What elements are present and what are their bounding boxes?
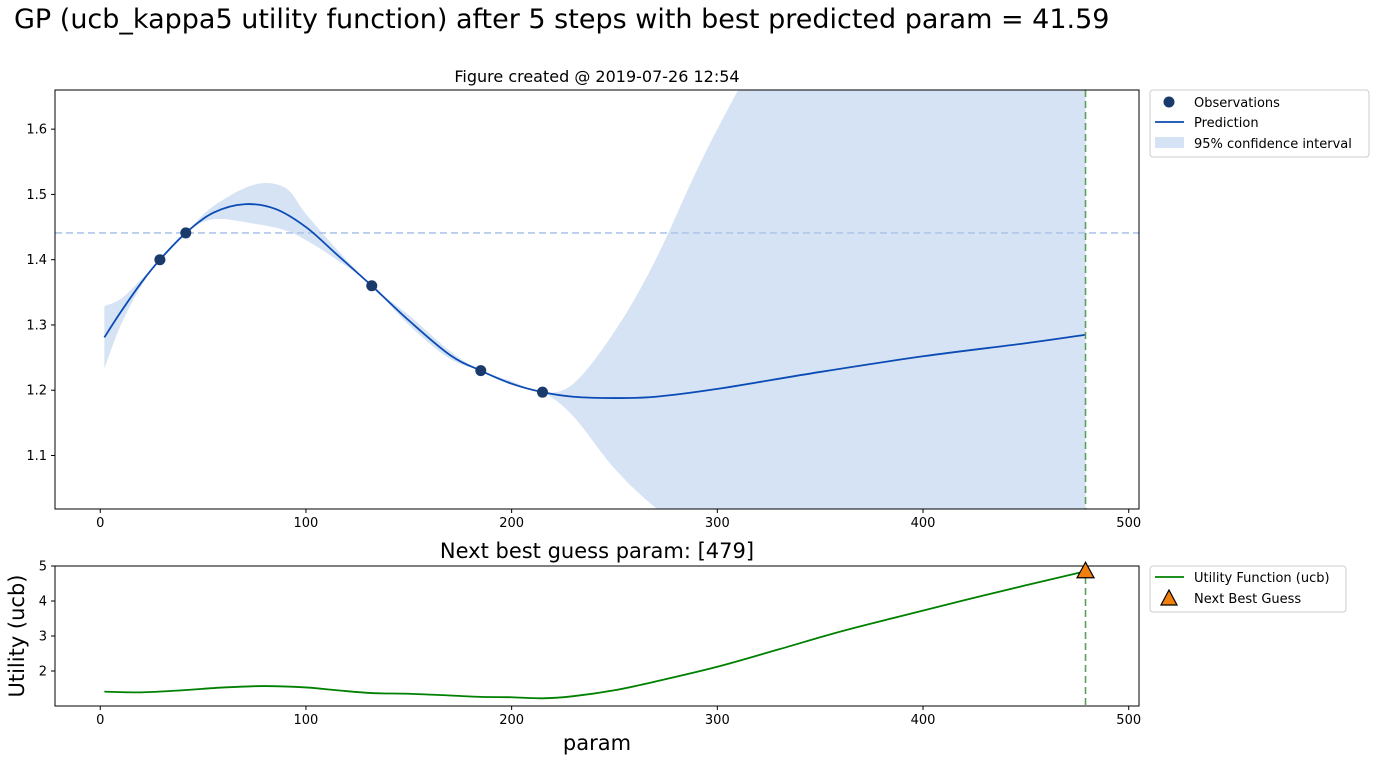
- y-tick-label: 1.6: [26, 123, 47, 138]
- x-tick-label: 300: [705, 516, 730, 531]
- axes-frame: [54, 565, 1140, 707]
- next-best-guess-marker: [1076, 561, 1096, 579]
- bottom-legend: Utility Function (ucb) Next Best Guess: [1149, 565, 1347, 613]
- x-tick-label: 200: [499, 713, 524, 728]
- y-axis-label: Utility (ucb): [5, 574, 29, 697]
- x-tick-label: 300: [705, 713, 730, 728]
- observation-point: [366, 280, 378, 292]
- axes-frame: [54, 89, 1140, 510]
- x-tick-label: 500: [1116, 713, 1141, 728]
- legend-next-best-guess-label: Next Best Guess: [1194, 592, 1301, 607]
- bottom-axes-title: Next best guess param: [479]: [440, 539, 754, 563]
- top-axes-title: Figure created @ 2019-07-26 12:54: [454, 67, 739, 86]
- x-tick-label: 0: [96, 516, 104, 531]
- y-tick-label: 2: [39, 665, 47, 680]
- plot-area: [55, 90, 1139, 509]
- legend-ci-swatch: [1155, 137, 1184, 148]
- x-tick-label: 400: [911, 713, 936, 728]
- observation-point: [475, 365, 487, 377]
- y-tick-label: 5: [39, 560, 47, 575]
- x-tick-label: 200: [499, 516, 524, 531]
- y-tick-label: 1.1: [26, 449, 47, 464]
- x-tick-label: 100: [294, 713, 319, 728]
- x-tick-label: 100: [294, 516, 319, 531]
- x-tick-label: 500: [1116, 516, 1141, 531]
- legend-box: [1149, 89, 1370, 158]
- utility-line: [104, 570, 1086, 700]
- legend-prediction-label: Prediction: [1194, 116, 1259, 131]
- legend-utility-label: Utility Function (ucb): [1194, 571, 1330, 586]
- top-legend: Observations Prediction 95% confidence int…: [1149, 89, 1370, 158]
- x-tick-label: 0: [96, 713, 104, 728]
- observation-point: [180, 227, 192, 239]
- figure-suptitle: GP (ucb_kappa5 utility function) after 5…: [14, 4, 1110, 35]
- y-tick-label: 3: [39, 630, 47, 645]
- y-tick-label: 1.2: [26, 384, 47, 399]
- observation-point: [536, 386, 548, 398]
- top-axes-gp: 0 100 200 300 400 500 1.1 1.2 1.3 1.4 1.5 1.6 Figure…: [26, 67, 1370, 531]
- plot-area: [104, 566, 1087, 706]
- legend-ci-label: 95% confidence interval: [1194, 137, 1352, 152]
- confidence-interval-band: [104, 90, 1086, 509]
- x-tick-label: 400: [911, 516, 936, 531]
- y-tick-label: 1.4: [26, 253, 47, 268]
- legend-observations-label: Observations: [1194, 96, 1280, 111]
- x-axis-label: param: [563, 731, 631, 755]
- legend-observations-marker: [1163, 96, 1175, 108]
- observation-point: [154, 254, 166, 266]
- bottom-axes-utility: 0 100 200 300 400 500 2 3 4 5 Next best guess para…: [5, 539, 1347, 755]
- legend-box: [1149, 565, 1347, 613]
- legend-next-best-guess-marker: [1160, 588, 1178, 606]
- y-tick-label: 1.5: [26, 188, 47, 203]
- y-tick-label: 1.3: [26, 318, 47, 333]
- y-tick-label: 4: [39, 595, 47, 610]
